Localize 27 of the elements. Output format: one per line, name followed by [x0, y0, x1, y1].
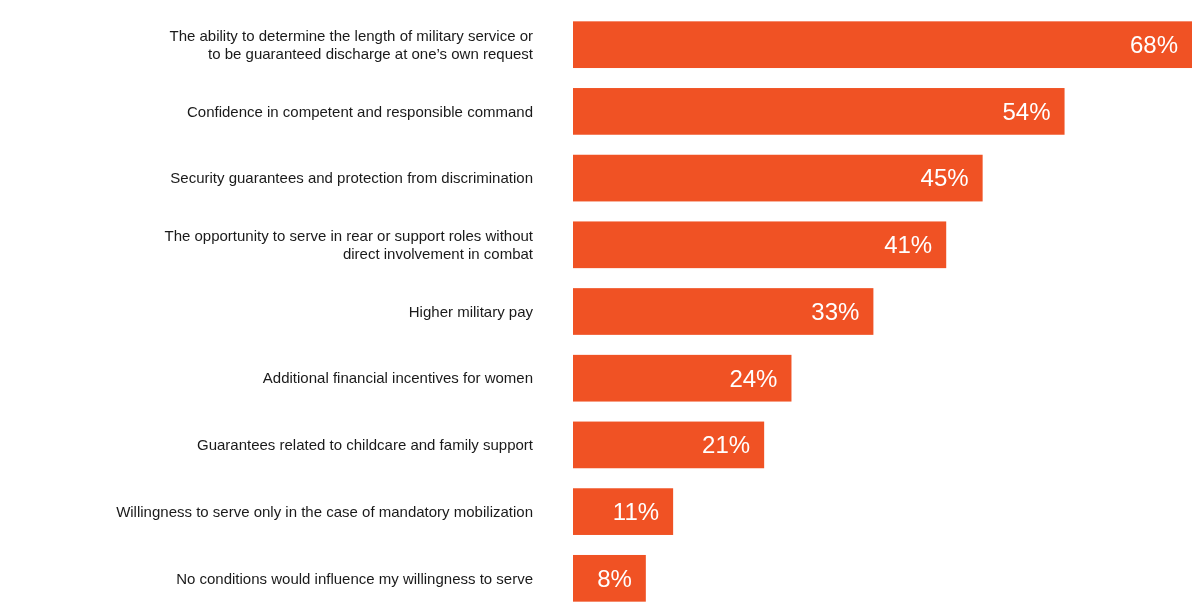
data-label: 21%	[702, 431, 751, 459]
y-tick-label: The opportunity to serve in rear or support roles without direct involvement in combat	[164, 227, 534, 263]
data-label: 24%	[729, 364, 778, 392]
y-tick-label: Confidence in competent and responsible command	[186, 102, 533, 120]
data-label: 45%	[920, 164, 969, 192]
y-tick-label: Guarantees related to childcare and family support	[196, 436, 534, 454]
bar	[573, 88, 1065, 135]
data-label: 33%	[811, 297, 860, 325]
y-tick-label: Security guarantees and protection from discrimination	[170, 169, 533, 187]
y-tick-label: The ability to determine the length of military service or to be guaranteed discharge at one’s own request	[169, 26, 534, 62]
bar	[573, 21, 1192, 69]
y-tick-label: Willingness to serve only in the case of mandatory mobilization	[116, 502, 533, 520]
bar	[573, 354, 792, 402]
data-label: 54%	[1002, 97, 1051, 125]
bar	[573, 554, 646, 602]
bar	[573, 221, 947, 269]
bar	[573, 488, 674, 535]
data-label: 68%	[1129, 31, 1178, 59]
y-tick-label: Higher military pay	[408, 302, 534, 320]
bar	[573, 154, 983, 202]
data-label: 11%	[612, 498, 660, 526]
data-label: 8%	[597, 564, 632, 592]
bar	[573, 288, 874, 335]
data-label: 41%	[884, 231, 933, 259]
bar	[573, 421, 765, 469]
y-tick-label: Additional financial incentives for women	[262, 369, 533, 387]
y-tick-label: No conditions would influence my willingness to serve	[176, 569, 533, 587]
